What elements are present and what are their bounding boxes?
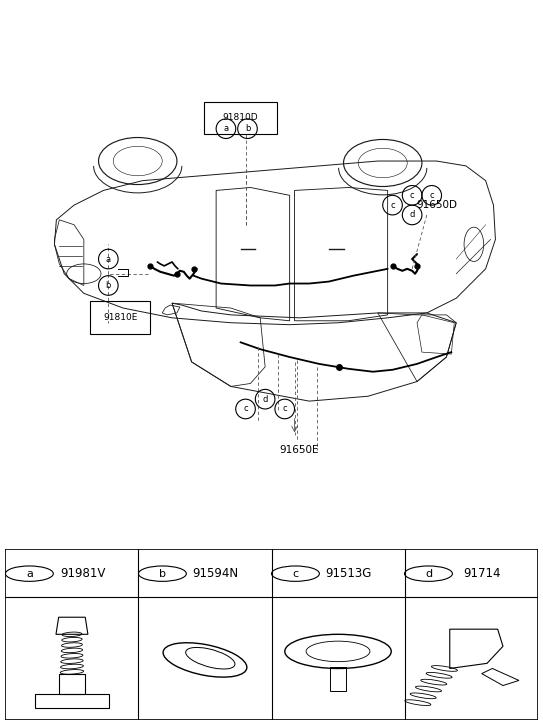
Text: 91650E: 91650E — [280, 445, 319, 455]
Text: b: b — [106, 281, 111, 290]
Text: c: c — [292, 569, 299, 579]
Text: c: c — [282, 404, 287, 414]
Text: b: b — [159, 569, 166, 579]
Text: c: c — [410, 190, 414, 200]
Bar — [59, 674, 85, 694]
Text: 91650D: 91650D — [416, 200, 457, 210]
Text: 91594N: 91594N — [193, 567, 239, 580]
Text: 91981V: 91981V — [60, 567, 105, 580]
Text: 91810E: 91810E — [103, 313, 137, 322]
Text: 91513G: 91513G — [325, 567, 372, 580]
Text: d: d — [425, 569, 432, 579]
Text: c: c — [430, 190, 434, 200]
Text: c: c — [243, 404, 248, 414]
Text: 91714: 91714 — [463, 567, 501, 580]
Text: a: a — [26, 569, 33, 579]
Bar — [35, 694, 109, 708]
Text: c: c — [390, 201, 395, 209]
Text: d: d — [262, 395, 268, 403]
Text: a: a — [106, 254, 111, 263]
Text: a: a — [223, 124, 229, 133]
Text: b: b — [245, 124, 250, 133]
Text: d: d — [409, 210, 415, 220]
Text: 91810D: 91810D — [223, 113, 258, 122]
Bar — [330, 667, 346, 691]
